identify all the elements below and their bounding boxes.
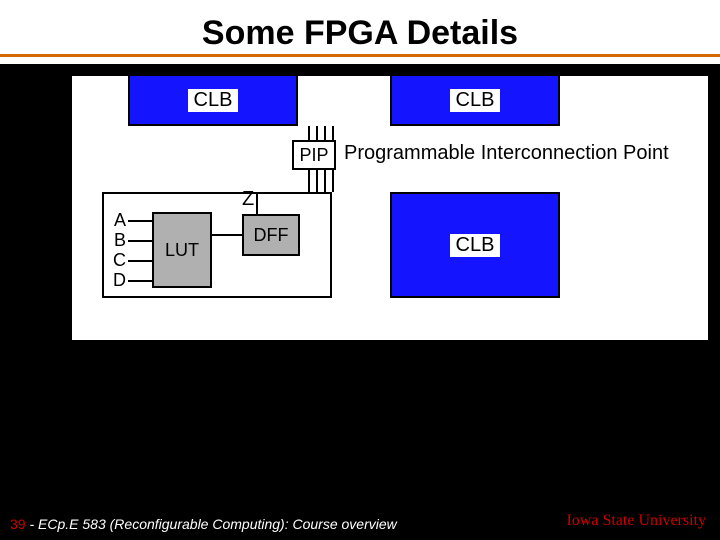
- clb-label: CLB: [450, 234, 501, 257]
- clb-top-right: CLB: [390, 74, 560, 126]
- wire-z-up: [256, 192, 258, 214]
- footer-sep: -: [26, 516, 38, 532]
- lut-label: LUT: [165, 240, 199, 261]
- pin-b-label: B: [108, 230, 126, 251]
- pin-a-label: A: [108, 210, 126, 231]
- pin-c-tick: [128, 260, 140, 262]
- clb-label: CLB: [450, 89, 501, 112]
- pin-b-tick: [128, 240, 140, 242]
- z-output-label: Z: [242, 188, 254, 211]
- wire-a: [140, 220, 152, 222]
- pin-d-label: D: [108, 270, 126, 291]
- pin-d-tick: [128, 280, 140, 282]
- wire-d: [140, 280, 152, 282]
- clb-mid-right: CLB: [390, 192, 560, 298]
- wire-lut-dff: [212, 234, 242, 236]
- pin-a-tick: [128, 220, 140, 222]
- slide: Some FPGA Details CLB CLB PIP Programmab…: [0, 0, 720, 540]
- clb-top-left: CLB: [128, 74, 298, 126]
- dff-label: DFF: [254, 225, 289, 246]
- pip-box: PIP: [292, 140, 336, 170]
- wire-b: [140, 240, 152, 242]
- page-number: 39: [10, 516, 26, 532]
- footer: 39 - ECp.E 583 (Reconfigurable Computing…: [10, 516, 397, 532]
- title-rule: [0, 54, 720, 57]
- wire-c: [140, 260, 152, 262]
- lut-box: LUT: [152, 212, 212, 288]
- slide-title: Some FPGA Details: [0, 8, 720, 55]
- university-name: Iowa State University: [566, 512, 706, 530]
- clb-label: CLB: [188, 89, 239, 112]
- diagram-frame: CLB CLB PIP Programmable Interconnection…: [70, 74, 710, 342]
- dff-box: DFF: [242, 214, 300, 256]
- pin-c-label: C: [108, 250, 126, 271]
- course-name: ECp.E 583 (Reconfigurable Computing): Co…: [38, 516, 397, 532]
- pip-description: Programmable Interconnection Point: [344, 142, 669, 165]
